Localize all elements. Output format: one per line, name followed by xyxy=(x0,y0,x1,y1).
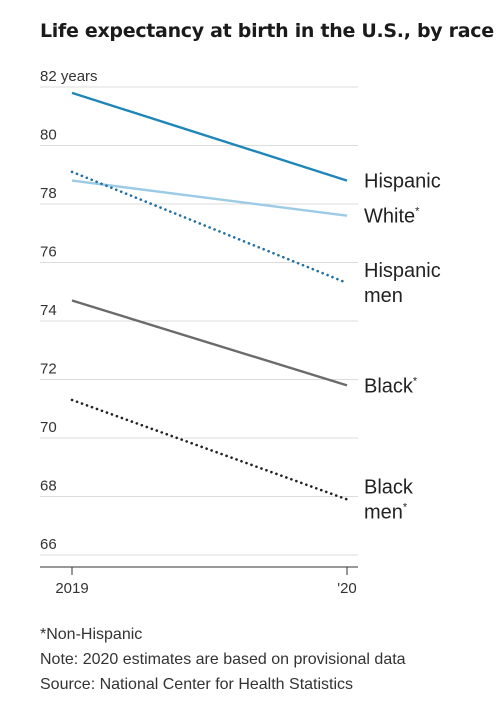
series-label-black-men: Black men* xyxy=(364,476,414,523)
x-tick-label-1: '20 xyxy=(337,580,357,597)
series-line-black-men xyxy=(70,398,349,501)
y-tick-label-72: 72 xyxy=(40,361,57,378)
series-line-black xyxy=(71,299,348,387)
footnotes: *Non-Hispanic Note: 2020 estimates are b… xyxy=(40,622,406,697)
series-line-hispanic-men xyxy=(70,170,349,285)
series-label-black: Black* xyxy=(364,375,418,397)
y-tick-label-74: 74 xyxy=(40,302,57,319)
y-tick-label-80: 80 xyxy=(40,127,57,144)
chart-title: Life expectancy at birth in the U.S., by… xyxy=(40,20,494,42)
series-label-hispanic: Hispanic xyxy=(364,171,441,193)
series-line-hispanic xyxy=(71,91,348,182)
series-line-white xyxy=(71,179,348,217)
y-tick-label-70: 70 xyxy=(40,419,57,436)
y-tick-label-66: 66 xyxy=(40,536,57,553)
series-label-white: White* xyxy=(364,206,420,228)
y-tick-label-82: 82 years xyxy=(40,68,98,85)
y-tick-label-78: 78 xyxy=(40,185,57,202)
footnote-source: Source: National Center for Health Stati… xyxy=(40,676,354,693)
y-tick-label-68: 68 xyxy=(40,478,57,495)
footnote-non-hispanic: *Non-Hispanic xyxy=(40,626,143,643)
footnote-note: Note: 2020 estimates are based on provis… xyxy=(40,651,406,668)
series-label-hispanic-men: Hispanic men xyxy=(364,260,441,307)
x-tick-label-0: 2019 xyxy=(55,580,88,597)
y-tick-label-76: 76 xyxy=(40,244,57,261)
